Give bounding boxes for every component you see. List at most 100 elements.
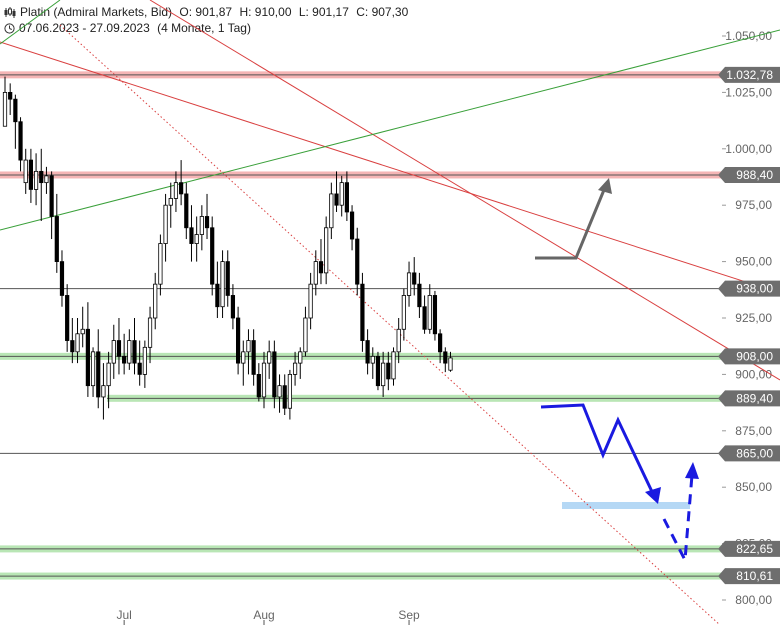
y-tick-label: 850,00 [735,480,772,494]
level-price-box [718,280,780,297]
candle-body [401,295,406,330]
candle-body [246,340,251,353]
candle-body [251,340,256,375]
chart-period: 07.06.2023 - 27.09.2023 (4 Monate, 1 Tag… [4,21,255,35]
candle-body [427,295,432,330]
arrow-head [645,487,661,504]
candle-body [70,340,75,353]
scenario-arrow-up [535,184,608,260]
candle-body [101,385,106,398]
clock-icon [4,23,15,34]
candle-body [329,193,334,229]
y-tick-label: 975,00 [735,198,772,212]
level-price-label: 908,00 [736,349,773,363]
candle-body [153,283,158,319]
candle-body [349,211,355,240]
candle-body [370,355,375,364]
candle-body [360,283,365,341]
candle-body [163,204,168,244]
candle-body [230,295,236,319]
candle-body [210,227,215,285]
open-value: O: 901,87 [179,5,233,19]
period-range: 07.06.2023 - 27.09.2023 [19,21,150,35]
y-tick-label: 950,00 [735,255,772,269]
candle-body [65,295,70,341]
candle-body [13,98,18,123]
candle-body [417,283,422,308]
level-price-box [718,568,780,585]
trend-line-green [0,29,780,231]
candle-body [8,92,13,100]
candle-body [127,340,132,364]
trend-line-red [0,41,780,294]
candle-body [106,362,111,387]
candle-body [432,295,438,335]
candle-body [334,193,339,206]
level-price-label: 810,61 [736,569,773,583]
candle-body [194,234,199,244]
candle-body [142,346,147,375]
level-price-box [718,445,780,462]
scenario-path-rebound [662,474,694,566]
candle-body [225,261,230,296]
candle-body [303,317,308,353]
scenario-path-down [540,403,657,499]
candle-body [267,351,272,364]
candle-body [39,170,44,184]
target-band [562,502,690,509]
candle-body [355,238,360,285]
candle-body [313,261,318,285]
candle-body [391,351,396,380]
candle-body [241,351,246,364]
candle-body [308,283,313,319]
candle-body [189,227,194,244]
candle-body [59,261,65,296]
trend-line-green [0,0,61,45]
candle-body [292,362,298,375]
candle-body [122,355,127,364]
candle-body [54,216,59,262]
candle-body [282,385,287,409]
trend-line-dotted [59,24,721,625]
candle-body [235,317,241,364]
y-tick-label: 900,00 [735,367,772,381]
trend-line-red [149,0,780,381]
candle-body [339,182,344,206]
candle-body [75,333,80,353]
candle-body [49,175,54,217]
candle-body [173,182,179,199]
candle-body [287,373,293,409]
candle-body [422,306,427,330]
low-value: L: 901,17 [298,5,349,19]
x-tick-label: Aug [253,608,274,622]
candle-body [396,328,401,353]
candle-body [256,373,261,398]
candle-body [80,328,85,335]
candle-body [443,351,448,364]
x-tick-label: Sep [398,608,420,622]
level-price-box [718,66,780,83]
instrument-name: Platin (Admiral Markets, Bid) [20,5,173,19]
candle-body [324,227,329,274]
candle-body [204,216,210,229]
high-value: H: 910,00 [239,5,292,19]
close-value: C: 907,30 [356,5,409,19]
level-price-box [718,390,780,407]
x-tick-label: Jul [116,608,131,622]
arrow-head [685,462,699,479]
level-price-box [718,348,780,365]
candle-body [272,351,277,398]
candle-body [199,216,204,235]
level-price-label: 1.032,78 [726,68,773,82]
y-tick-label: 875,00 [735,424,772,438]
candle-body [381,362,386,387]
candle-body [386,362,391,380]
y-tick-label: 800,00 [735,593,772,607]
candle-body [215,283,220,308]
y-tick-label: 925,00 [735,311,772,325]
candle-body [90,351,96,387]
candle-body [448,357,453,371]
candle-body [44,175,49,184]
candle-body [28,159,34,190]
